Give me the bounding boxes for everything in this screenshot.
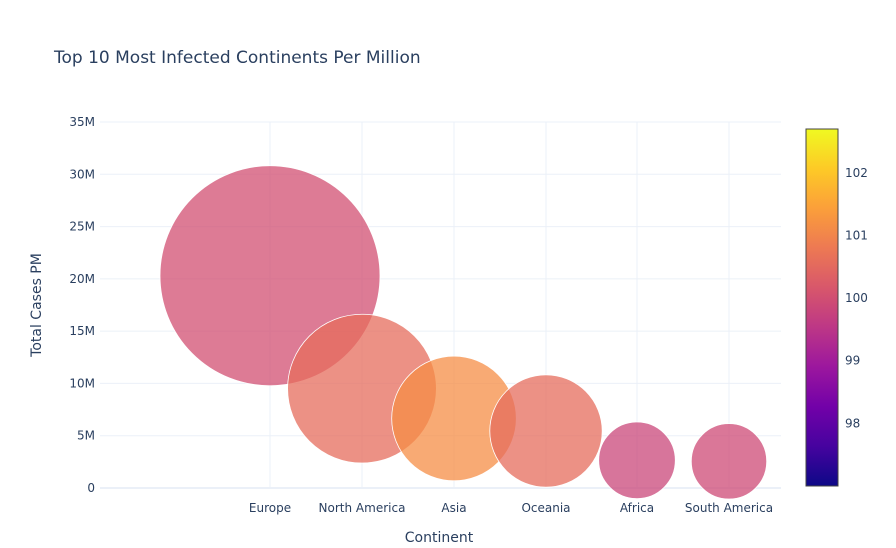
bubble-africa[interactable] — [598, 421, 676, 499]
colorbar-tick-label: 100 — [845, 291, 868, 305]
bubble-oceania[interactable] — [489, 374, 603, 488]
colorbar-tick-label: 101 — [845, 228, 868, 242]
bubbles — [159, 165, 768, 500]
x-axis-title: Continent — [405, 530, 474, 546]
y-tick-label: 5M — [77, 429, 95, 443]
y-tick-label: 30M — [69, 167, 95, 181]
x-tick-label: Africa — [620, 501, 654, 515]
bubble-south-america[interactable] — [690, 423, 768, 500]
y-axis-title: Total Cases PM — [29, 253, 45, 358]
x-tick-label: South America — [685, 501, 773, 515]
colorbar-tick-label: 99 — [845, 354, 860, 368]
y-tick-label: 15M — [69, 324, 95, 338]
colorbar-tick-label: 98 — [845, 416, 860, 430]
grid — [100, 121, 781, 489]
colorbar-gradient — [805, 128, 839, 487]
colorbar-tick-label: 102 — [845, 166, 868, 180]
x-tick-label: North America — [319, 501, 406, 515]
x-tick-label: Oceania — [521, 501, 570, 515]
x-axis: Europe North America Asia Oceania Africa Sout… — [249, 501, 773, 515]
y-tick-label: 10M — [69, 376, 95, 390]
y-tick-label: 0 — [87, 481, 95, 495]
x-tick-label: Europe — [249, 501, 291, 515]
x-tick-label: Asia — [441, 501, 466, 515]
y-tick-label: 25M — [69, 220, 95, 234]
colorbar: 98 99 100 101 102 — [805, 128, 868, 487]
y-tick-label: 35M — [69, 115, 95, 129]
chart-title: Top 10 Most Infected Continents Per Mill… — [53, 48, 421, 68]
y-tick-label: 20M — [69, 272, 95, 286]
y-axis: 0 5M 10M 15M 20M 25M 30M 35M — [69, 115, 95, 495]
